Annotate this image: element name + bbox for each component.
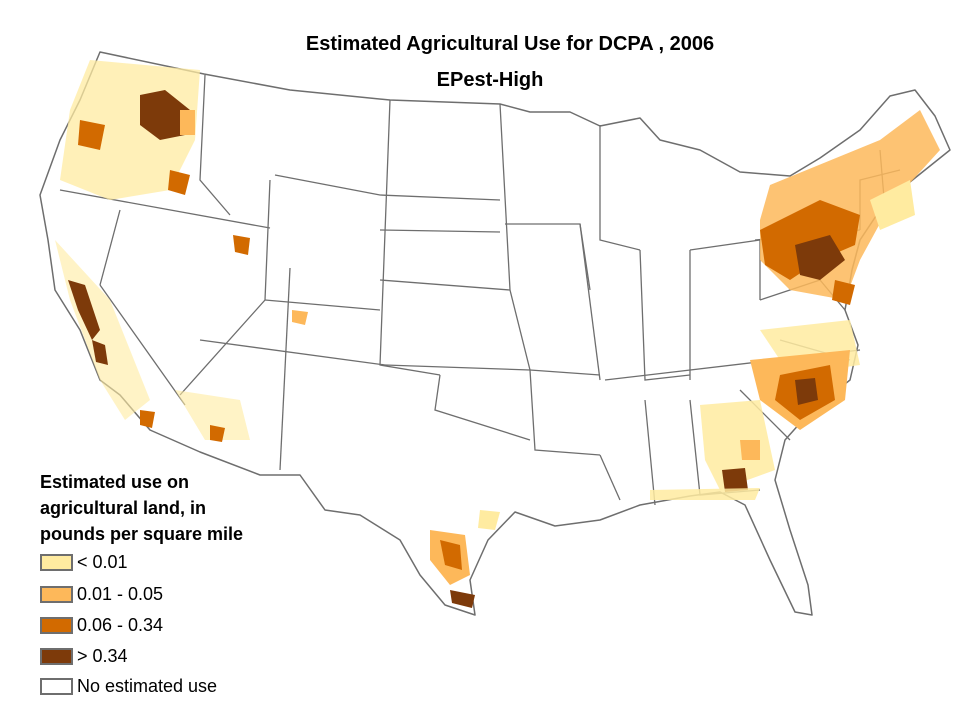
usage-region (292, 310, 308, 325)
usage-region (440, 540, 462, 570)
legend-label: No estimated use (77, 675, 218, 696)
usage-overlays (55, 60, 940, 608)
legend-title: Estimated use on agricultural land, in p… (40, 469, 310, 547)
legend-item: < 0.01 (40, 551, 128, 573)
usage-region (722, 468, 748, 492)
usage-region (168, 170, 190, 195)
legend-item: No estimated use (40, 675, 217, 697)
legend-swatch (40, 647, 73, 665)
usage-region (740, 440, 760, 460)
usage-region (650, 488, 760, 500)
usage-region (140, 410, 155, 428)
usage-region (832, 280, 855, 305)
map-title: Estimated Agricultural Use for DCPA , 20… (305, 33, 715, 55)
usage-region (760, 200, 860, 280)
legend-swatch (40, 677, 73, 695)
legend-label: 0.06 - 0.34 (77, 614, 164, 635)
usage-region (478, 510, 500, 530)
usage-region (233, 235, 250, 255)
legend-label: < 0.01 (77, 551, 128, 572)
legend-title-line-2: agricultural land, in (40, 498, 207, 518)
legend-swatch (40, 616, 73, 634)
legend-swatch (40, 553, 73, 571)
usage-region (140, 90, 190, 140)
usage-region (175, 390, 250, 440)
legend-title-line-1: Estimated use on (40, 472, 190, 492)
usage-region (210, 425, 225, 442)
legend-label: 0.01 - 0.05 (77, 583, 164, 604)
usage-region (870, 180, 915, 230)
legend-label: > 0.34 (77, 645, 128, 666)
usage-region (795, 378, 818, 405)
legend-item: > 0.34 (40, 645, 128, 667)
legend-swatch (40, 585, 73, 603)
usage-region (180, 110, 195, 135)
legend-item: 0.06 - 0.34 (40, 614, 163, 636)
usage-region (450, 590, 475, 608)
legend-item: 0.01 - 0.05 (40, 583, 163, 605)
usage-region (78, 120, 105, 150)
usage-region (700, 400, 775, 490)
usage-region (795, 235, 845, 280)
usage-region (68, 280, 100, 340)
legend-title-line-3: pounds per square mile (40, 524, 244, 544)
usage-region (92, 340, 108, 365)
map-subtitle: EPest-High (436, 69, 544, 91)
